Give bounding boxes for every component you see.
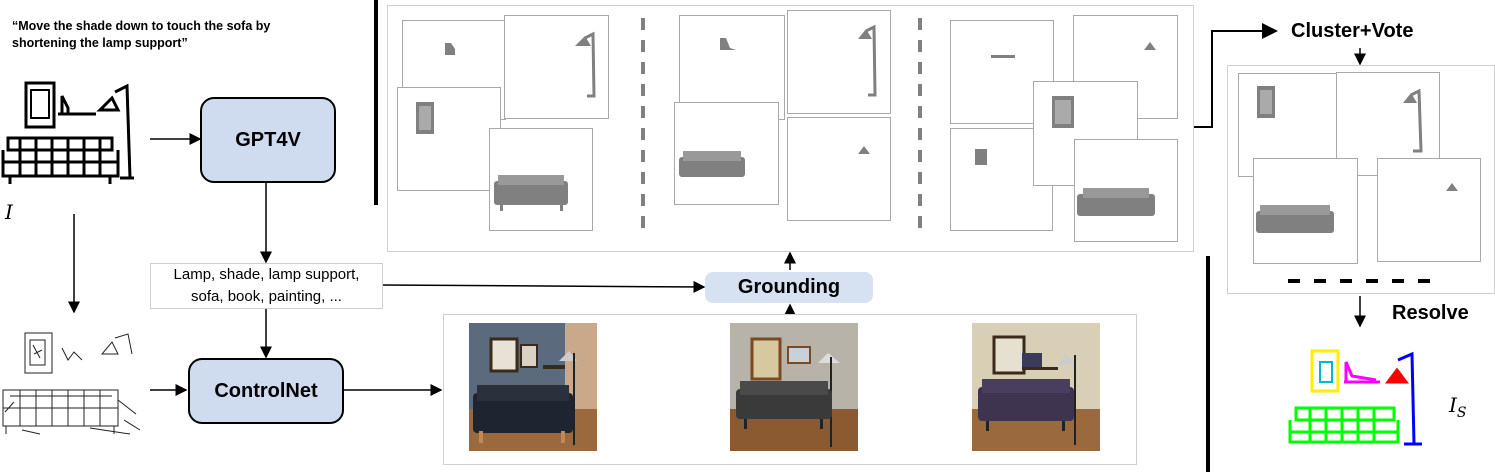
resolved-painting	[1310, 349, 1340, 393]
resolved-book	[1344, 361, 1380, 384]
mask-card-sofa-3	[1074, 139, 1178, 242]
dashed-divider-1	[641, 18, 645, 228]
cluster-vote-label: Cluster+Vote	[1291, 20, 1414, 42]
output-label-base: I	[1449, 393, 1457, 417]
dashed-divider-2	[918, 18, 922, 228]
input-image-label: I	[5, 200, 13, 224]
instruction-line-2: shortening the lamp support”	[12, 36, 188, 50]
lamp-outline	[96, 83, 134, 180]
generated-image-2	[730, 323, 858, 451]
mask-card-sofa-2	[674, 102, 779, 205]
grounding-node: Grounding	[705, 272, 873, 303]
arrow-list-to-grounding	[381, 280, 706, 293]
controlnet-label: ControlNet	[214, 379, 318, 402]
output-label-sub: S	[1456, 405, 1467, 421]
mask-card-painting-1	[397, 87, 501, 191]
input-line-art	[1, 81, 134, 184]
arrow-masks-to-cluster	[1192, 23, 1278, 128]
instruction-line-1: “Move the shade down to touch the sofa b…	[12, 19, 271, 33]
cluster-card-shade	[1377, 158, 1481, 262]
edge-map	[2, 332, 141, 435]
resolved-segmentation	[1288, 349, 1422, 446]
generated-image-3	[972, 323, 1100, 451]
instruction-caption: “Move the shade down to touch the sofa b…	[12, 18, 342, 52]
object-list-line-2: sofa, book, painting, ...	[191, 288, 342, 305]
object-list-box: Lamp, shade, lamp support, sofa, book, p…	[150, 263, 383, 309]
painting-outline	[24, 81, 56, 129]
sofa-outline	[1, 136, 120, 184]
resolved-lamp	[1397, 351, 1422, 446]
controlnet-node: ControlNet	[188, 358, 344, 424]
cluster-ellipsis	[1288, 279, 1438, 283]
grounding-label: Grounding	[737, 276, 841, 298]
resolved-shade	[1385, 367, 1409, 384]
mask-card-lamp-1	[504, 15, 609, 119]
mask-card-sofa-1	[489, 128, 593, 231]
gpt4v-node: GPT4V	[200, 97, 336, 183]
book-outline	[58, 95, 96, 116]
gpt4v-label: GPT4V	[235, 128, 301, 151]
generated-image-1	[469, 323, 597, 451]
cluster-card-sofa	[1253, 158, 1358, 264]
mask-card-lamp-2	[787, 10, 891, 114]
mask-card-shade-2	[787, 117, 891, 221]
object-list-line-1: Lamp, shade, lamp support,	[173, 266, 360, 283]
resolved-sofa	[1288, 406, 1400, 444]
output-image-label: IS	[1449, 393, 1467, 421]
resolve-label: Resolve	[1392, 302, 1469, 324]
